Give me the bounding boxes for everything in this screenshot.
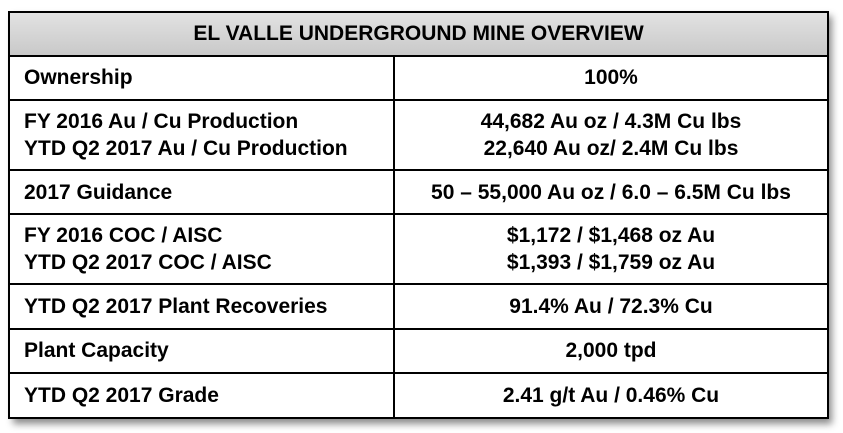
row-label-line: FY 2016 COC / AISC xyxy=(24,224,223,248)
table-row-capacity: Plant Capacity 2,000 tpd xyxy=(8,327,829,375)
row-value: 91.4% Au / 72.3% Cu xyxy=(393,283,829,330)
row-value-line: 2,000 tpd xyxy=(565,339,657,363)
row-label: FY 2016 Au / Cu Production YTD Q2 2017 A… xyxy=(8,99,395,171)
row-value: 2.41 g/t Au / 0.46% Cu xyxy=(393,372,829,419)
row-value: 50 – 55,000 Au oz / 6.0 – 6.5M Cu lbs xyxy=(393,168,829,216)
row-label: Plant Capacity xyxy=(8,327,395,375)
row-label-line: FY 2016 Au / Cu Production xyxy=(24,110,299,134)
row-label-line: Plant Capacity xyxy=(24,339,169,363)
row-label-line: Ownership xyxy=(24,66,133,90)
row-value-line: $1,393 / $1,759 oz Au xyxy=(506,251,716,275)
mine-overview-table: EL VALLE UNDERGROUND MINE OVERVIEW Owner… xyxy=(8,11,829,419)
table-header-row: EL VALLE UNDERGROUND MINE OVERVIEW xyxy=(8,11,829,57)
row-value: 100% xyxy=(393,54,829,102)
row-value-line: 22,640 Au oz/ 2.4M Cu lbs xyxy=(483,137,739,161)
table-title: EL VALLE UNDERGROUND MINE OVERVIEW xyxy=(8,11,829,57)
row-label: YTD Q2 2017 Grade xyxy=(8,372,395,419)
row-label-line: YTD Q2 2017 Au / Cu Production xyxy=(24,137,348,161)
row-value: $1,172 / $1,468 oz Au $1,393 / $1,759 oz… xyxy=(393,213,829,286)
row-label: 2017 Guidance xyxy=(8,168,395,216)
row-label-line: YTD Q2 2017 COC / AISC xyxy=(24,251,272,275)
row-value: 44,682 Au oz / 4.3M Cu lbs 22,640 Au oz/… xyxy=(393,99,829,171)
row-value-line: 44,682 Au oz / 4.3M Cu lbs xyxy=(480,110,742,134)
row-label-line: YTD Q2 2017 Grade xyxy=(24,384,219,408)
table-row-guidance: 2017 Guidance 50 – 55,000 Au oz / 6.0 – … xyxy=(8,168,829,216)
row-value-line: 91.4% Au / 72.3% Cu xyxy=(509,294,713,318)
row-value-line: 2.41 g/t Au / 0.46% Cu xyxy=(502,384,720,408)
row-label: YTD Q2 2017 Plant Recoveries xyxy=(8,283,395,330)
table-row-recoveries: YTD Q2 2017 Plant Recoveries 91.4% Au / … xyxy=(8,283,829,330)
row-label-line: YTD Q2 2017 Plant Recoveries xyxy=(24,294,328,318)
table-row-coc-aisc: FY 2016 COC / AISC YTD Q2 2017 COC / AIS… xyxy=(8,213,829,286)
row-value-line: 50 – 55,000 Au oz / 6.0 – 6.5M Cu lbs xyxy=(431,180,791,204)
mine-overview-panel: EL VALLE UNDERGROUND MINE OVERVIEW Owner… xyxy=(8,11,829,419)
table-row-production: FY 2016 Au / Cu Production YTD Q2 2017 A… xyxy=(8,99,829,171)
row-value-line: $1,172 / $1,468 oz Au xyxy=(506,224,716,248)
row-value-line: 100% xyxy=(584,66,638,90)
table-row-ownership: Ownership 100% xyxy=(8,54,829,102)
row-label: FY 2016 COC / AISC YTD Q2 2017 COC / AIS… xyxy=(8,213,395,286)
row-value: 2,000 tpd xyxy=(393,327,829,375)
row-label-line: 2017 Guidance xyxy=(24,180,173,204)
table-row-grade: YTD Q2 2017 Grade 2.41 g/t Au / 0.46% Cu xyxy=(8,372,829,419)
row-label: Ownership xyxy=(8,54,395,102)
